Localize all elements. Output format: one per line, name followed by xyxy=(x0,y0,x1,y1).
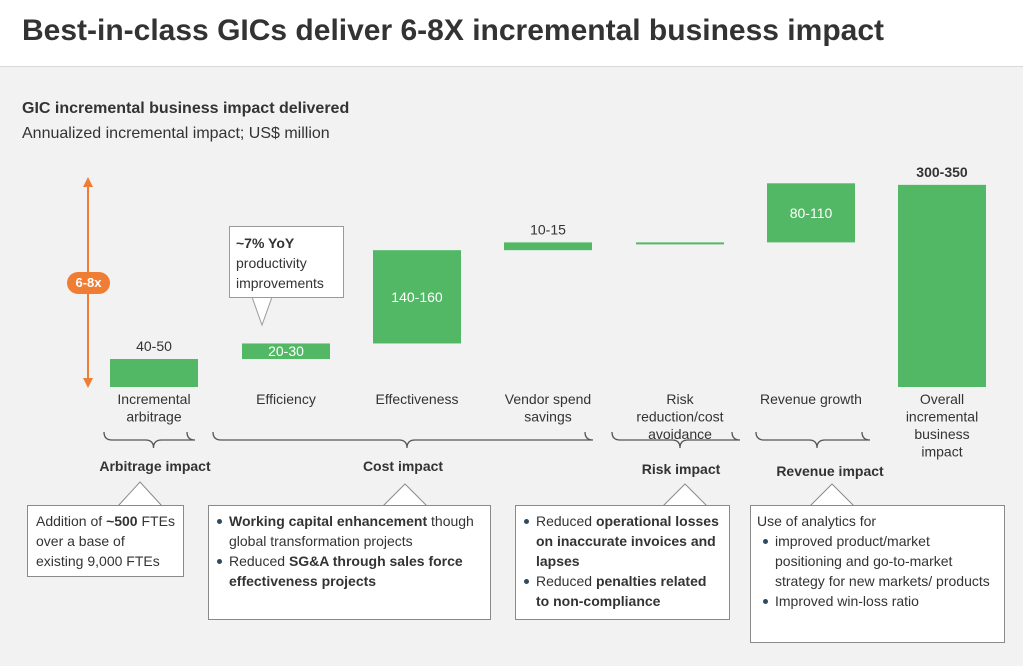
note-pointer xyxy=(382,483,428,507)
bar xyxy=(767,183,855,243)
x-tick-label: incremental xyxy=(906,409,978,425)
x-tick-label: Vendor spend xyxy=(505,391,591,407)
data-label: 40-50 xyxy=(136,338,172,354)
chart-subtitle: Annualized incremental impact; US$ milli… xyxy=(22,125,330,142)
brace-risk xyxy=(611,431,741,449)
bar xyxy=(373,250,461,344)
arbitrage-note-pre: Addition of xyxy=(36,513,107,529)
x-tick-label: Effectiveness xyxy=(375,391,458,407)
group-label-cost: Cost impact xyxy=(362,458,444,474)
group-label-revenue: Revenue impact xyxy=(776,463,884,479)
x-tick-label: Risk xyxy=(666,391,694,407)
note-pointer xyxy=(809,483,855,507)
efficiency-callout: ~7% YoY productivity improvements xyxy=(229,226,344,298)
x-tick-label: savings xyxy=(524,409,571,425)
efficiency-callout-bold: ~7% YoY xyxy=(236,235,295,251)
data-label: 20-30 xyxy=(268,343,304,359)
x-tick-label: impact xyxy=(921,444,962,460)
x-tick-label: reduction/cost xyxy=(636,409,723,425)
bar xyxy=(504,242,592,251)
group-label-arbitrage: Arbitrage impact xyxy=(99,458,211,474)
data-label: 140-160 xyxy=(391,289,443,305)
group-label-risk: Risk impact xyxy=(641,461,721,477)
data-label: 10-15 xyxy=(530,221,566,237)
risk-note-bold: penalties related to non-compliance xyxy=(536,573,707,609)
revenue-note-item: Improved win-loss ratio xyxy=(761,591,998,611)
cost-note-bold: SG&A through sales force effectiveness p… xyxy=(229,553,463,589)
cost-note-item: Reduced SG&A through sales force effecti… xyxy=(215,551,484,591)
x-tick-label: avoidance xyxy=(648,426,712,442)
x-tick-label: arbitrage xyxy=(126,409,181,425)
data-label: 300-350 xyxy=(916,164,968,180)
risk-note-bold: operational losses on inaccurate invoice… xyxy=(536,513,719,569)
arbitrage-note-bold: ~500 xyxy=(106,513,138,529)
brace-revenue xyxy=(755,431,871,449)
chart-title: GIC incremental business impact delivere… xyxy=(22,100,350,117)
cost-note: Working capital enhancement though globa… xyxy=(208,505,491,620)
risk-note-item: Reduced penalties related to non-complia… xyxy=(522,571,723,611)
arbitrage-note-post: FTEs over a base of existing 9,000 FTEs xyxy=(36,513,175,569)
page-title: Best-in-class GICs deliver 6-8X incremen… xyxy=(22,14,885,47)
cost-note-item: Working capital enhancement though globa… xyxy=(215,511,484,551)
x-tick-label: Overall xyxy=(920,391,964,407)
note-pointer xyxy=(117,481,163,507)
cost-note-bold: Working capital enhancement xyxy=(229,513,428,529)
efficiency-callout-text: productivity improvements xyxy=(236,255,324,291)
arrowhead-up-icon xyxy=(83,177,93,187)
revenue-note-item: improved product/market positioning and … xyxy=(761,531,998,591)
callout-pointer xyxy=(251,296,273,327)
bar xyxy=(898,184,986,387)
bar xyxy=(242,343,330,360)
note-pointer xyxy=(662,483,708,507)
risk-note-item: Reduced operational losses on inaccurate… xyxy=(522,511,723,571)
cost-note-text: though global transformation projects xyxy=(229,513,474,549)
title-bar xyxy=(0,0,1023,67)
data-label: 80-110 xyxy=(790,205,833,221)
x-tick-label: Incremental xyxy=(117,391,190,407)
revenue-note: Use of analytics for improved product/ma… xyxy=(750,505,1005,643)
revenue-note-intro: Use of analytics for xyxy=(757,513,877,529)
risk-note-text: Reduced xyxy=(536,513,596,529)
cost-note-text: Reduced xyxy=(229,553,289,569)
arbitrage-note: Addition of ~500 FTEs over a base of exi… xyxy=(27,505,184,577)
risk-note-text: Reduced xyxy=(536,573,596,589)
bar xyxy=(636,242,724,245)
multiplier-badge: 6-8x xyxy=(67,272,110,294)
x-tick-label: Revenue growth xyxy=(760,391,862,407)
brace-cost xyxy=(212,431,594,449)
brace-arbitrage xyxy=(103,431,196,449)
x-tick-label: Efficiency xyxy=(256,391,316,407)
arrowhead-down-icon xyxy=(83,378,93,388)
x-tick-label: business xyxy=(914,426,969,442)
risk-note: Reduced operational losses on inaccurate… xyxy=(515,505,730,620)
bar xyxy=(110,359,198,387)
